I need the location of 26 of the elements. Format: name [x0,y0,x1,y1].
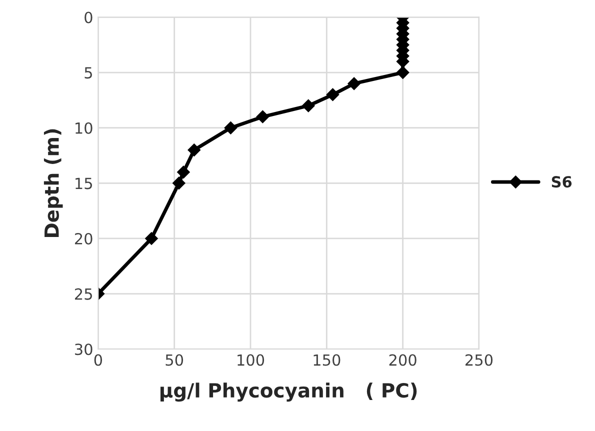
y-axis-title: Depth (m) [44,129,63,237]
point [145,232,158,245]
legend-label: S6 [552,176,572,188]
y-tick-label: 25 [74,288,92,300]
x-axis-title: µg/l Phycocyanin ( PC) [160,382,417,402]
point [224,121,238,134]
point [348,77,360,90]
y-tick-label: 5 [84,67,92,79]
y-tick-label: 30 [75,344,92,356]
point [302,99,315,112]
point [172,176,186,190]
point [396,66,410,79]
y-tick-label: 20 [74,232,92,245]
x-tick-label: 200 [389,354,416,366]
point [177,166,190,179]
x-tick-label: 150 [314,354,340,366]
x-tick-label: 100 [238,354,264,366]
y-tick-label: 10 [76,122,92,134]
x-tick-label: 250 [466,354,493,366]
point [256,110,270,124]
point [188,144,201,156]
y-tick-label: 15 [76,178,92,190]
point [326,88,340,102]
y-tick-label: 0 [84,12,92,24]
x-tick-label: 50 [166,354,184,366]
x-tick-label: 0 [94,354,102,366]
